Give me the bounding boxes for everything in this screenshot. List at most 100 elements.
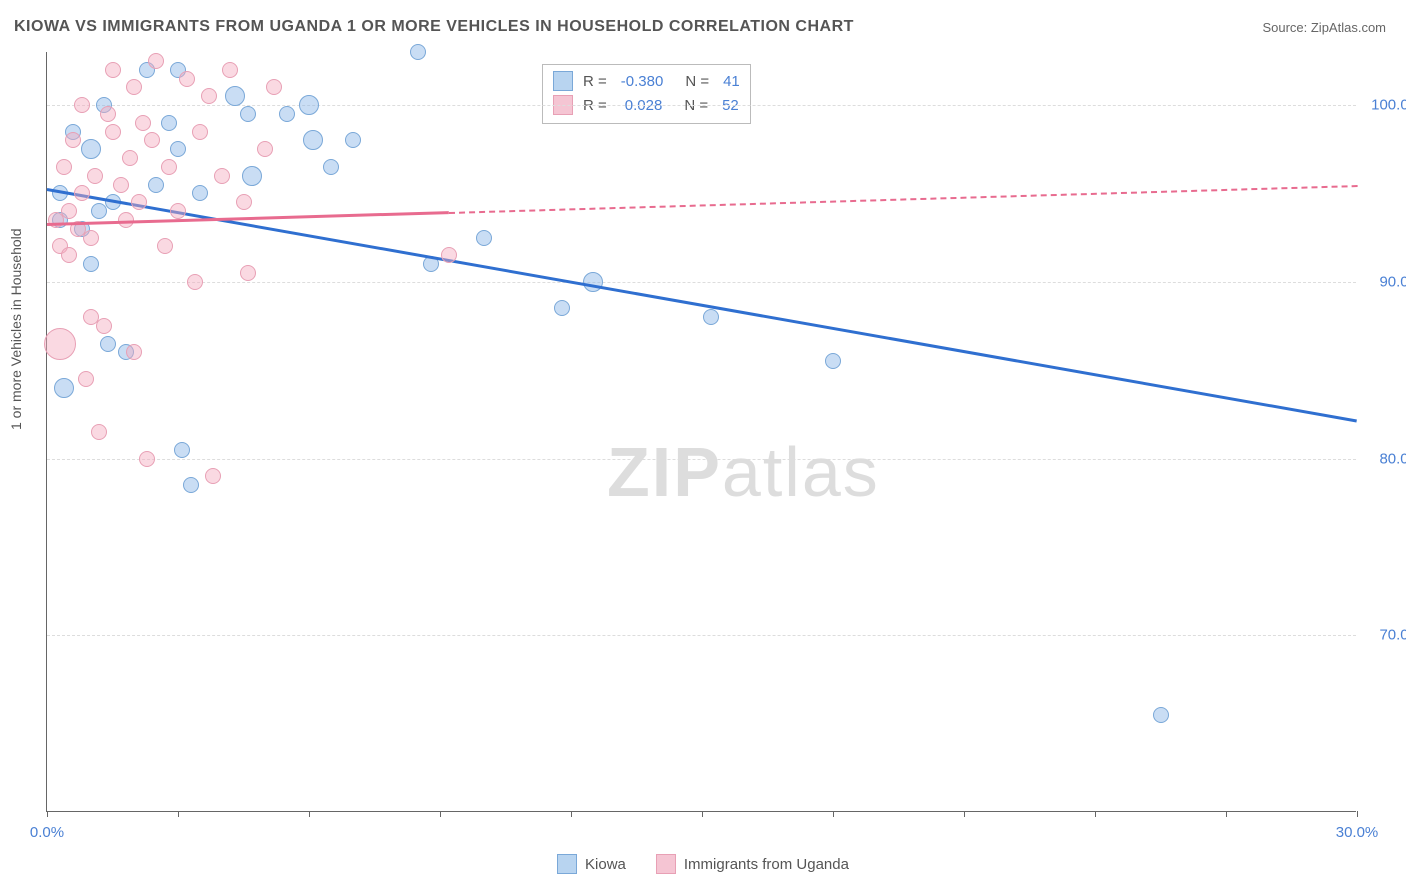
data-point [87, 168, 103, 184]
data-point [279, 106, 295, 122]
x-tick-label: 30.0% [1336, 824, 1379, 841]
y-tick-label: 70.0% [1379, 627, 1406, 644]
data-point [61, 203, 77, 219]
data-point [74, 185, 90, 201]
x-tick [1226, 811, 1227, 817]
data-point [174, 442, 190, 458]
data-point [266, 79, 282, 95]
data-point [323, 159, 339, 175]
swatch-kiowa [553, 71, 573, 91]
data-point [65, 132, 81, 148]
data-point [170, 203, 186, 219]
legend-swatch-kiowa [557, 854, 577, 874]
legend-swatch-uganda [656, 854, 676, 874]
data-point [187, 274, 203, 290]
data-point [148, 177, 164, 193]
data-point [100, 106, 116, 122]
legend-item-uganda: Immigrants from Uganda [656, 854, 849, 874]
data-point [44, 328, 76, 360]
data-point [81, 139, 101, 159]
data-point [240, 265, 256, 281]
data-point [126, 79, 142, 95]
data-point [56, 159, 72, 175]
legend-item-kiowa: Kiowa [557, 854, 626, 874]
data-point [61, 247, 77, 263]
data-point [192, 124, 208, 140]
data-point [345, 132, 361, 148]
data-point [183, 477, 199, 493]
x-tick-label: 0.0% [30, 824, 64, 841]
y-axis-label: 1 or more Vehicles in Household [8, 228, 24, 430]
x-tick [440, 811, 441, 817]
data-point [554, 300, 570, 316]
data-point [214, 168, 230, 184]
data-point [83, 256, 99, 272]
data-point [148, 53, 164, 69]
bottom-legend: Kiowa Immigrants from Uganda [0, 854, 1406, 874]
data-point [139, 451, 155, 467]
data-point [170, 141, 186, 157]
source-label: Source: ZipAtlas.com [1262, 20, 1386, 35]
data-point [126, 344, 142, 360]
data-point [122, 150, 138, 166]
data-point [74, 97, 90, 113]
data-point [410, 44, 426, 60]
data-point [83, 230, 99, 246]
data-point [161, 159, 177, 175]
data-point [179, 71, 195, 87]
data-point [303, 130, 323, 150]
data-point [113, 177, 129, 193]
x-tick [833, 811, 834, 817]
chart-container: KIOWA VS IMMIGRANTS FROM UGANDA 1 OR MOR… [0, 0, 1406, 892]
stats-box: R = -0.380 N = 41 R = 0.028 N = 52 [542, 64, 751, 124]
x-tick [1095, 811, 1096, 817]
data-point [157, 238, 173, 254]
y-tick-label: 90.0% [1379, 273, 1406, 290]
x-tick [178, 811, 179, 817]
gridline [47, 459, 1356, 460]
data-point [78, 371, 94, 387]
stat-row-kiowa: R = -0.380 N = 41 [553, 69, 740, 93]
data-point [299, 95, 319, 115]
data-point [222, 62, 238, 78]
x-tick [702, 811, 703, 817]
data-point [240, 106, 256, 122]
y-tick-label: 80.0% [1379, 450, 1406, 467]
data-point [96, 318, 112, 334]
r-value-kiowa: -0.380 [621, 73, 664, 90]
data-point [131, 194, 147, 210]
gridline [47, 635, 1356, 636]
data-point [236, 194, 252, 210]
plot-area: ZIPatlas R = -0.380 N = 41 R = 0.028 N =… [46, 52, 1356, 812]
gridline [47, 282, 1356, 283]
data-point [225, 86, 245, 106]
data-point [205, 468, 221, 484]
data-point [105, 62, 121, 78]
trend-line [47, 188, 1357, 422]
data-point [242, 166, 262, 186]
chart-title: KIOWA VS IMMIGRANTS FROM UGANDA 1 OR MOR… [14, 18, 854, 36]
x-tick [964, 811, 965, 817]
x-tick [309, 811, 310, 817]
data-point [583, 272, 603, 292]
y-tick-label: 100.0% [1371, 97, 1406, 114]
data-point [257, 141, 273, 157]
data-point [825, 353, 841, 369]
x-tick [571, 811, 572, 817]
data-point [54, 378, 74, 398]
data-point [105, 124, 121, 140]
data-point [192, 185, 208, 201]
data-point [476, 230, 492, 246]
data-point [441, 247, 457, 263]
data-point [1153, 707, 1169, 723]
data-point [144, 132, 160, 148]
data-point [161, 115, 177, 131]
trend-line [449, 185, 1357, 214]
data-point [91, 424, 107, 440]
x-tick [47, 811, 48, 817]
n-value-kiowa: 41 [723, 73, 740, 90]
data-point [100, 336, 116, 352]
data-point [201, 88, 217, 104]
data-point [703, 309, 719, 325]
data-point [135, 115, 151, 131]
